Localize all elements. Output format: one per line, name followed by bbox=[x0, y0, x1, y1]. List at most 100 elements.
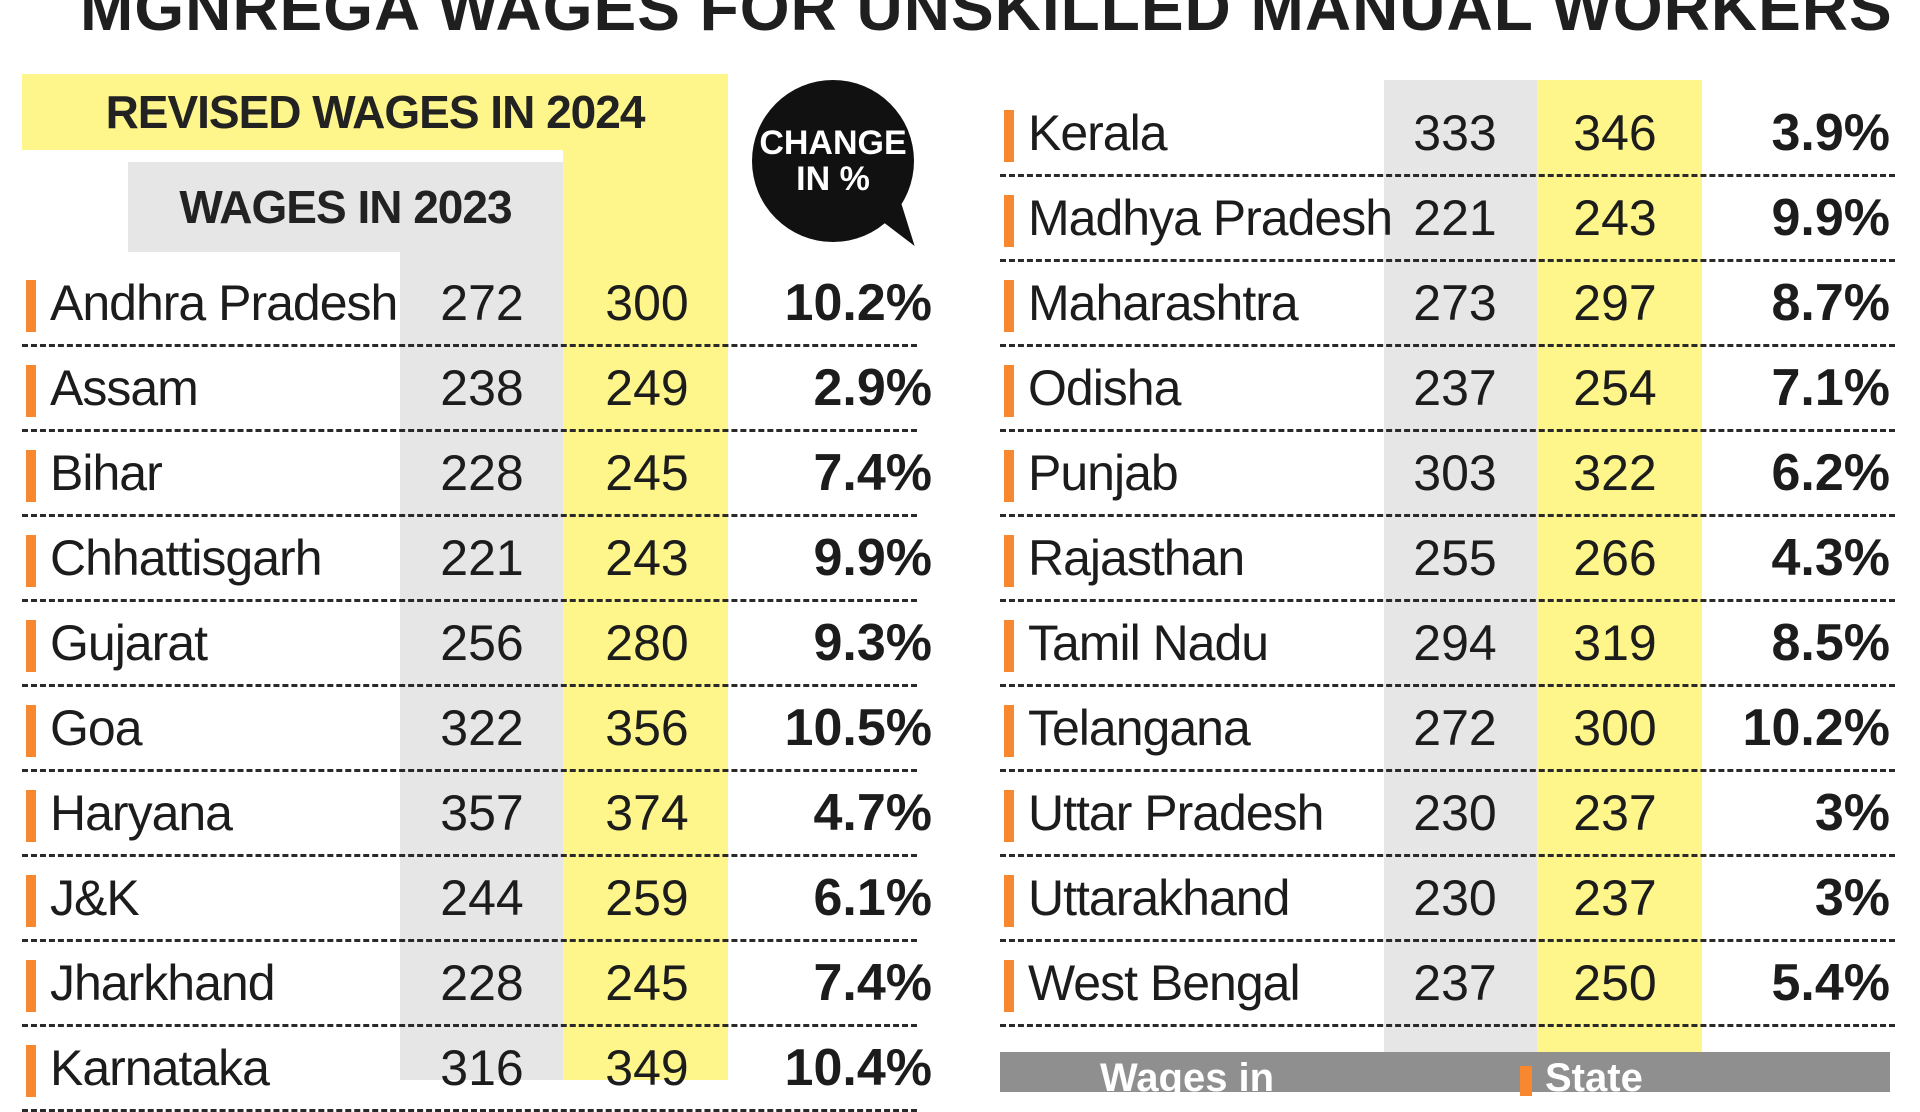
state-name: Jharkhand bbox=[50, 955, 275, 1011]
row-marker bbox=[1004, 195, 1014, 247]
table-row: West Bengal 237 250 5.4% bbox=[1000, 942, 1895, 1027]
row-marker bbox=[26, 450, 36, 502]
wage-2023: 228 bbox=[440, 445, 524, 501]
row-marker bbox=[1004, 280, 1014, 332]
table-row: Maharashtra 273 297 8.7% bbox=[1000, 262, 1895, 347]
change-percent: 6.1% bbox=[813, 869, 932, 927]
table-row: Uttar Pradesh 230 237 3% bbox=[1000, 772, 1895, 857]
table-row: Jharkhand 228 245 7.4% bbox=[22, 942, 932, 1027]
state-name: Assam bbox=[50, 360, 199, 416]
row-marker bbox=[1004, 365, 1014, 417]
change-percent: 10.5% bbox=[784, 699, 932, 757]
wage-2024: 250 bbox=[1573, 955, 1657, 1011]
row-marker bbox=[26, 535, 36, 587]
wage-2024: 300 bbox=[605, 275, 689, 331]
change-percent: 10.4% bbox=[784, 1039, 932, 1097]
wage-2024: 237 bbox=[1573, 870, 1657, 926]
row-marker bbox=[1004, 875, 1014, 927]
wage-2023: 256 bbox=[440, 615, 524, 671]
row-marker bbox=[1004, 535, 1014, 587]
legend-state-marker bbox=[1520, 1066, 1532, 1096]
wage-2023: 273 bbox=[1413, 275, 1497, 331]
change-percent: 4.3% bbox=[1771, 529, 1890, 587]
wage-2023: 221 bbox=[440, 530, 524, 586]
table-row: Madhya Pradesh 221 243 9.9% bbox=[1000, 177, 1895, 262]
change-badge-line1: CHANGE bbox=[759, 124, 907, 162]
state-name: Goa bbox=[50, 700, 143, 756]
wage-2024: 243 bbox=[1573, 190, 1657, 246]
table-row: Chhattisgarh 221 243 9.9% bbox=[22, 517, 932, 602]
change-percent: 10.2% bbox=[784, 274, 932, 332]
table-row: Bihar 228 245 7.4% bbox=[22, 432, 932, 517]
change-percent: 9.9% bbox=[813, 529, 932, 587]
wage-2023: 357 bbox=[440, 785, 524, 841]
wage-2023: 244 bbox=[440, 870, 524, 926]
wage-2024: 319 bbox=[1573, 615, 1657, 671]
wage-2023: 255 bbox=[1413, 530, 1497, 586]
state-name: Chhattisgarh bbox=[50, 530, 322, 586]
wage-2023: 333 bbox=[1413, 105, 1497, 161]
state-name: Bihar bbox=[50, 445, 163, 501]
chart-title: MGNREGA WAGES FOR UNSKILLED MANUAL WORKE… bbox=[80, 0, 1893, 44]
wage-2023: 272 bbox=[440, 275, 524, 331]
change-percent: 8.7% bbox=[1771, 274, 1890, 332]
legend-state-label: State bbox=[1545, 1056, 1643, 1100]
table-row: Tamil Nadu 294 319 8.5% bbox=[1000, 602, 1895, 687]
table-row: Odisha 237 254 7.1% bbox=[1000, 347, 1895, 432]
change-badge: CHANGE IN % bbox=[752, 80, 914, 242]
wage-2023: 237 bbox=[1413, 955, 1497, 1011]
change-percent: 8.5% bbox=[1771, 614, 1890, 672]
change-badge-line2: IN % bbox=[796, 160, 870, 198]
state-name: Rajasthan bbox=[1028, 530, 1245, 586]
row-marker bbox=[26, 620, 36, 672]
change-percent: 7.4% bbox=[813, 954, 932, 1012]
state-name: Telangana bbox=[1028, 700, 1251, 756]
state-name: Odisha bbox=[1028, 360, 1181, 416]
wage-2024: 300 bbox=[1573, 700, 1657, 756]
wage-2023: 294 bbox=[1413, 615, 1497, 671]
row-marker bbox=[1004, 620, 1014, 672]
wage-2024: 346 bbox=[1573, 105, 1657, 161]
change-percent: 7.1% bbox=[1771, 359, 1890, 417]
header-revised-2024: REVISED WAGES IN 2024 bbox=[22, 74, 728, 150]
state-name: J&K bbox=[50, 870, 140, 926]
wage-2024: 254 bbox=[1573, 360, 1657, 416]
row-marker bbox=[1004, 450, 1014, 502]
wage-2023: 238 bbox=[440, 360, 524, 416]
wage-2023: 322 bbox=[440, 700, 524, 756]
state-name: West Bengal bbox=[1028, 955, 1301, 1011]
wage-2024: 245 bbox=[605, 445, 689, 501]
state-name: Maharashtra bbox=[1028, 275, 1299, 331]
state-name: Haryana bbox=[50, 785, 233, 841]
wage-2024: 297 bbox=[1573, 275, 1657, 331]
legend-wages-label: Wages in bbox=[1100, 1056, 1275, 1100]
wage-2023: 230 bbox=[1413, 870, 1497, 926]
wage-2024: 374 bbox=[605, 785, 689, 841]
table-row: Telangana 272 300 10.2% bbox=[1000, 687, 1895, 772]
row-marker bbox=[1004, 110, 1014, 162]
change-percent: 10.2% bbox=[1742, 699, 1890, 757]
change-percent: 9.9% bbox=[1771, 189, 1890, 247]
row-marker bbox=[26, 280, 36, 332]
table-row: Haryana 357 374 4.7% bbox=[22, 772, 932, 857]
table-row: Kerala 333 346 3.9% bbox=[1000, 92, 1895, 177]
change-percent: 4.7% bbox=[813, 784, 932, 842]
change-percent: 3% bbox=[1814, 869, 1890, 927]
header-wages-2023: WAGES IN 2023 bbox=[128, 162, 563, 252]
change-percent: 9.3% bbox=[813, 614, 932, 672]
state-name: Tamil Nadu bbox=[1028, 615, 1269, 671]
row-marker bbox=[26, 705, 36, 757]
wage-2023: 316 bbox=[440, 1040, 524, 1096]
change-percent: 3% bbox=[1814, 784, 1890, 842]
state-name: Punjab bbox=[1028, 445, 1179, 501]
row-marker bbox=[26, 960, 36, 1012]
table-row: Karnataka 316 349 10.4% bbox=[22, 1027, 932, 1112]
state-name: Madhya Pradesh bbox=[1028, 190, 1393, 246]
wage-2023: 230 bbox=[1413, 785, 1497, 841]
wage-2024: 356 bbox=[605, 700, 689, 756]
row-marker bbox=[26, 875, 36, 927]
state-name: Uttarakhand bbox=[1028, 870, 1290, 926]
state-name: Kerala bbox=[1028, 105, 1168, 161]
row-marker bbox=[1004, 705, 1014, 757]
change-percent: 3.9% bbox=[1771, 104, 1890, 162]
